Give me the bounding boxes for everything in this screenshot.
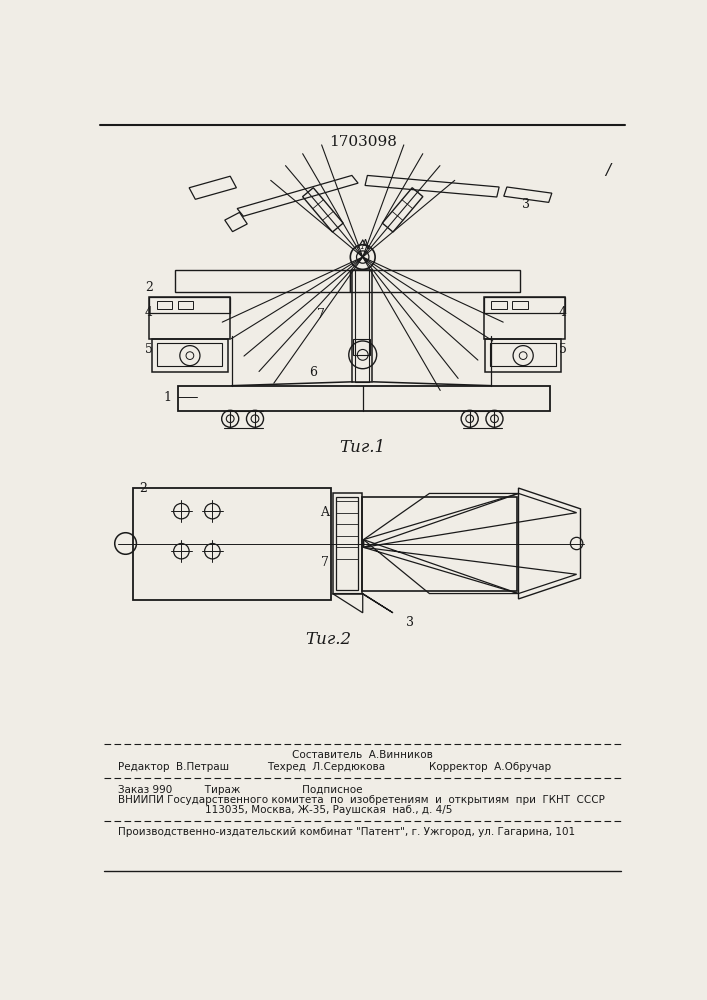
Bar xyxy=(485,339,561,372)
Text: Редактор  В.Петраш: Редактор В.Петраш xyxy=(118,762,229,772)
Bar xyxy=(149,297,230,339)
Bar xyxy=(513,301,528,309)
Bar xyxy=(337,497,358,590)
Text: Τиг.1: Τиг.1 xyxy=(339,439,386,456)
Text: 6: 6 xyxy=(309,366,317,379)
Bar xyxy=(175,270,349,292)
Text: Производственно-издательский комбинат "Патент", г. Ужгород, ул. Гагарина, 101: Производственно-издательский комбинат "П… xyxy=(118,827,575,837)
Text: 1: 1 xyxy=(163,391,171,404)
Bar xyxy=(149,297,230,312)
Bar xyxy=(355,270,369,382)
Text: 4: 4 xyxy=(145,306,153,319)
Text: 7: 7 xyxy=(321,556,329,569)
Bar xyxy=(177,301,193,309)
Bar xyxy=(352,270,372,382)
Text: 5: 5 xyxy=(145,343,153,356)
Text: ВНИИПИ Государственного комитета  по  изобретениям  и  открытиям  при  ГКНТ  ССС: ВНИИПИ Государственного комитета по изоб… xyxy=(118,795,604,805)
Text: A: A xyxy=(361,239,370,252)
Text: 1703098: 1703098 xyxy=(329,135,397,149)
Bar xyxy=(349,270,520,292)
Bar xyxy=(177,386,549,411)
Bar xyxy=(484,297,565,339)
Bar xyxy=(362,497,517,591)
Text: 4: 4 xyxy=(559,306,567,319)
Text: A: A xyxy=(320,506,329,519)
Text: 3: 3 xyxy=(522,198,530,211)
Bar xyxy=(156,301,172,309)
Text: 2: 2 xyxy=(145,281,153,294)
Bar xyxy=(490,343,556,366)
Text: 3: 3 xyxy=(406,616,414,629)
Bar xyxy=(484,297,565,312)
Bar xyxy=(354,339,370,355)
Text: /: / xyxy=(605,163,610,178)
Bar xyxy=(134,488,331,600)
Text: Техред  Л.Сердюкова: Техред Л.Сердюкова xyxy=(267,762,385,772)
Text: 113035, Москва, Ж-35, Раушская  наб., д. 4/5: 113035, Москва, Ж-35, Раушская наб., д. … xyxy=(204,805,452,815)
Text: Τиг.2: Τиг.2 xyxy=(305,631,351,648)
Bar xyxy=(332,493,362,594)
Bar xyxy=(152,339,228,372)
Text: 2: 2 xyxy=(139,482,146,495)
Text: Заказ 990          Тираж                   Подписное: Заказ 990 Тираж Подписное xyxy=(118,785,362,795)
Bar xyxy=(491,301,507,309)
Text: Составитель  А.Винников: Составитель А.Винников xyxy=(292,750,433,760)
Text: 5: 5 xyxy=(559,343,566,356)
Bar xyxy=(156,343,223,366)
Text: 7: 7 xyxy=(317,308,325,321)
Text: Корректор  А.Обручар: Корректор А.Обручар xyxy=(429,762,551,772)
